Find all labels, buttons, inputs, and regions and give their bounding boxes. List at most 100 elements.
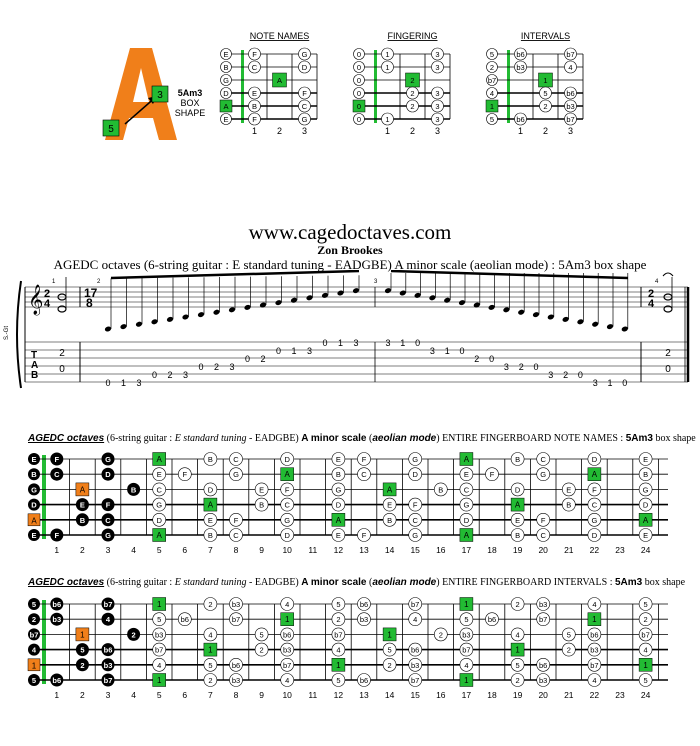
fb-cell-label: E xyxy=(259,485,264,494)
open-circle xyxy=(220,113,232,125)
fb-cell-label: 4 xyxy=(285,676,289,685)
fb-box-note xyxy=(50,452,64,466)
fb-box-note xyxy=(50,467,64,481)
fb-box-note xyxy=(101,597,115,611)
eighth-note xyxy=(166,316,174,322)
fb-cell-label: b7 xyxy=(334,630,342,639)
hdr2-d: - EADGBE) xyxy=(246,577,302,588)
fb-note-circle xyxy=(536,597,551,611)
fb-open-circle xyxy=(28,598,40,610)
fb-note-circle xyxy=(331,597,346,611)
cell-label: 5 xyxy=(543,89,547,98)
tab-number: 1 xyxy=(400,338,405,348)
eighth-note xyxy=(306,295,313,301)
open-label: 5 xyxy=(490,115,494,124)
fb-note-circle xyxy=(203,528,218,542)
fb-cell-label: C xyxy=(105,516,111,525)
cell-label: 2 xyxy=(543,102,547,111)
fb-note-circle xyxy=(536,673,551,687)
open-circle xyxy=(353,113,365,125)
fb-note-circle xyxy=(254,627,269,642)
fb-fret-number: 20 xyxy=(538,690,548,700)
fb-note-circle xyxy=(638,642,653,657)
fb-cell-label: C xyxy=(540,455,546,464)
fb-note-circle xyxy=(408,528,423,542)
fb-cell-label: F xyxy=(183,470,188,479)
cell-label: B xyxy=(252,102,257,111)
fb-open-circle xyxy=(28,674,40,686)
fb-cell-label: B xyxy=(566,501,571,510)
fb-fret-number: 23 xyxy=(615,545,625,555)
fb-open-label: A xyxy=(31,516,37,525)
fb-cell-label: b3 xyxy=(52,615,61,624)
cell-label: F xyxy=(252,50,257,59)
tab-A: A xyxy=(31,360,38,371)
fb-cell-label: 4 xyxy=(157,661,161,670)
fb-cell-label: 4 xyxy=(413,615,417,624)
treble-clef: 𝄞 xyxy=(28,284,43,316)
fb-cell-label: 5 xyxy=(644,676,648,685)
fb-note-circle xyxy=(331,528,346,542)
tab-number: 1 xyxy=(121,378,126,388)
fb-note-circle xyxy=(331,642,346,657)
fb-cell-label: b3 xyxy=(232,676,240,685)
fb-fret-number: 23 xyxy=(615,690,625,700)
eighth-note xyxy=(621,326,628,332)
fb-cell-label: B xyxy=(131,485,137,494)
fb-note-circle xyxy=(152,612,166,627)
fb-open-label: 2 xyxy=(32,615,36,624)
cell-label: D xyxy=(302,63,308,72)
fb-fret-number: 2 xyxy=(80,545,85,555)
fb-fret-number: 19 xyxy=(513,545,523,555)
fb-note-circle xyxy=(229,612,243,627)
fb-cell-label: C xyxy=(540,531,546,540)
fb-cell-label: G xyxy=(540,470,546,479)
open-label: 0 xyxy=(357,50,361,59)
fb-open-label: D xyxy=(31,501,37,510)
cell-circle xyxy=(248,60,261,74)
tab-number: 0 xyxy=(489,354,494,364)
fb-root-square xyxy=(638,658,653,672)
fb-cell-label: b6 xyxy=(488,615,496,624)
fb-note-circle xyxy=(638,467,653,482)
fb-fret-number: 4 xyxy=(131,545,136,555)
fb-cell-label: G xyxy=(335,485,341,494)
fingerboard-intervals: 5 b6 b7 1 2 b3 4 5 b6 b7 1 2 b3 4 52 b3 4 5 b6 b7 1 2 b3 4 5 b6 b7… xyxy=(27,597,668,700)
fb-cell-label: D xyxy=(515,485,521,494)
fb-cell-label: D xyxy=(412,470,418,479)
fb-note-circle xyxy=(408,597,423,611)
tab-number: 0 xyxy=(322,338,327,348)
hdr2-g: aeolian mode xyxy=(372,577,437,588)
eighth-note xyxy=(352,288,360,294)
open-circle xyxy=(220,74,232,86)
fb-note-circle xyxy=(638,597,653,611)
fb-cell-label: C xyxy=(284,501,290,510)
fb-note-circle xyxy=(331,467,346,482)
cell-circle xyxy=(381,112,394,126)
fb-cell-label: b7 xyxy=(104,600,113,609)
cell-label: 1 xyxy=(385,115,389,124)
fb-cell-label: F xyxy=(285,485,290,494)
logo-box-text: BOX xyxy=(180,98,200,108)
fb-cell-label: 1 xyxy=(592,615,597,624)
cell-circle xyxy=(431,112,444,126)
fb-fret-number: 6 xyxy=(182,545,187,555)
fb-cell-label: 1 xyxy=(157,676,162,685)
fb-note-circle xyxy=(357,528,371,542)
fb-open-label: 5 xyxy=(32,676,36,685)
cell-label: F xyxy=(302,89,307,98)
fb-root-square xyxy=(510,497,525,512)
eighth-note xyxy=(275,300,282,306)
open-label: G xyxy=(223,76,229,85)
fb-cell-label: F xyxy=(592,485,597,494)
eighth-note xyxy=(244,304,251,310)
fb-note-circle xyxy=(638,497,653,512)
fb-note-circle xyxy=(382,658,397,672)
fb-note-circle xyxy=(433,482,448,497)
fb-fret-number: 17 xyxy=(462,545,472,555)
fb-root-square xyxy=(203,497,218,512)
fb-cell-label: b7 xyxy=(283,661,291,670)
eighth-note xyxy=(290,297,298,303)
fb-box-note xyxy=(127,482,141,496)
fb-note-circle xyxy=(510,658,525,672)
